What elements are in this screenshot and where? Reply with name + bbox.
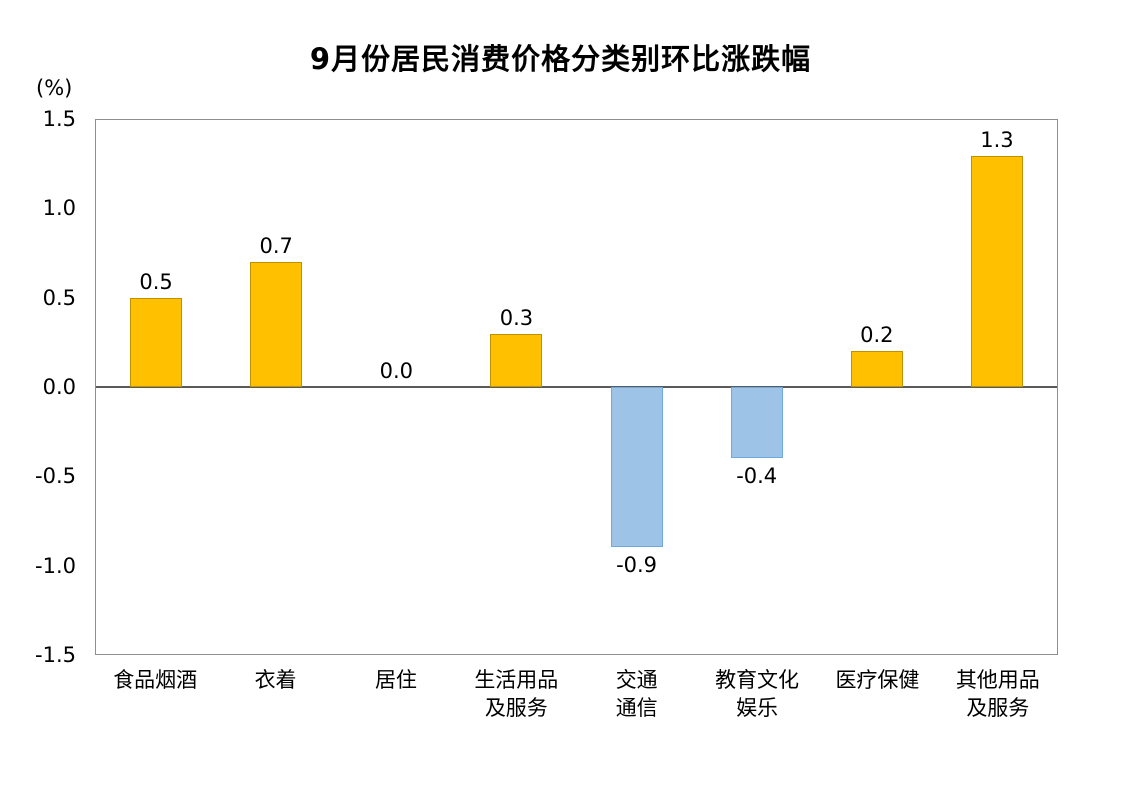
x-category-label: 居住 [374, 668, 417, 692]
bar [970, 155, 1023, 387]
y-tick-label: 0.0 [42, 375, 76, 399]
y-axis: 1.5 1.0 0.5 0.0 -0.5 -1.0 -1.5 [0, 107, 86, 667]
bar-value-label: 0.3 [499, 305, 534, 330]
bar [850, 351, 903, 387]
y-tick-label: -0.5 [35, 464, 76, 489]
bar [610, 387, 663, 548]
bar [490, 333, 543, 387]
bar [730, 387, 783, 459]
bar-value-label: 0.0 [379, 359, 414, 383]
x-category-label: 食品烟酒 [113, 668, 198, 692]
x-category-label: 生活用品 及服务 [474, 668, 559, 721]
y-tick-label: -1.0 [35, 553, 76, 578]
bar-value-label: -0.4 [736, 464, 778, 489]
x-category-label: 其他用品 及服务 [955, 668, 1040, 721]
bar [130, 298, 183, 387]
y-tick-label: 1.0 [42, 196, 76, 221]
bar-value-label: 1.3 [980, 127, 1014, 152]
chart-title: 9月份居民消费价格分类别环比涨跌幅 [309, 42, 812, 76]
x-category-label: 交通 通信 [615, 668, 658, 721]
bar-value-label: 0.5 [139, 270, 173, 294]
bar-value-label: -0.9 [616, 553, 658, 578]
bar-value-label: 0.2 [860, 323, 894, 348]
bar [250, 262, 303, 387]
x-category-label: 医疗保健 [835, 668, 920, 692]
y-tick-label: -1.5 [35, 643, 76, 667]
y-tick-label: 1.5 [42, 107, 76, 131]
plot-area: 0.5 0.7 0.0 0.3 -0.9 -0.4 0.2 1.3 [95, 119, 1058, 655]
y-axis-unit-label: (%) [36, 76, 73, 100]
x-category-label: 教育文化 娱乐 [715, 668, 800, 721]
zero-axis-line [96, 386, 1057, 388]
bar-value-label: 0.7 [259, 234, 293, 259]
x-axis-labels: 食品烟酒 衣着 居住 生活用品 及服务 交通 通信 教育文化 娱乐 医疗保健 其他用品 及服务 [95, 666, 1058, 723]
y-tick-label: 0.5 [42, 285, 76, 310]
x-category-label: 衣着 [254, 668, 297, 692]
